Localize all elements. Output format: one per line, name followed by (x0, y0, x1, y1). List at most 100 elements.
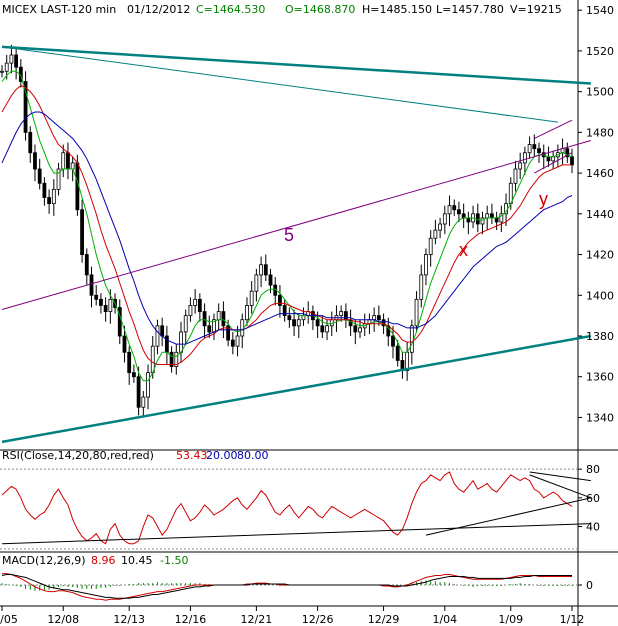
candle-body (9, 54, 14, 64)
price-tick-label: 1460 (586, 167, 614, 180)
trendline-flag-top (534, 119, 573, 139)
wave-5-label: 5 (284, 225, 294, 245)
candle-body (56, 168, 61, 190)
candle-body (183, 315, 188, 333)
date-tick-label: 12/13 (113, 613, 145, 626)
macd-panel (1, 573, 573, 601)
candle-body (263, 264, 268, 276)
candle-body (202, 311, 207, 327)
candle-body (447, 205, 452, 215)
candle-body (4, 62, 9, 72)
candle-body (66, 152, 70, 170)
rsi-trendline-rsi-falling-top (529, 471, 591, 482)
candle-body (278, 294, 282, 306)
candle-body (565, 148, 570, 158)
candle-body (296, 319, 301, 327)
candle-body (84, 254, 89, 276)
candle-body (197, 298, 202, 312)
candle-body (339, 311, 344, 317)
candle-body (315, 319, 320, 327)
candle-body (108, 298, 113, 312)
candle-body (42, 182, 47, 198)
candle-body (61, 152, 66, 170)
trendline-resistance (1, 45, 591, 85)
date-tick-label: 12/21 (241, 613, 273, 626)
candle-body (127, 351, 132, 374)
price-candles (0, 44, 574, 418)
rsi-trendline-rsi-rising (425, 497, 591, 536)
candle-body (546, 156, 551, 162)
candle-body (122, 335, 127, 353)
trendlines (1, 45, 592, 444)
symbol-label: MICEX LAST-120 min (2, 3, 116, 16)
candle-body (70, 162, 75, 170)
candle-body (522, 152, 527, 164)
candle-body (499, 213, 504, 223)
candle-body (442, 213, 447, 225)
candle-body (51, 188, 56, 205)
candle-body (179, 331, 183, 353)
candle-body (33, 152, 37, 170)
candle-body (325, 325, 329, 333)
candle-body (14, 54, 19, 68)
candle-body (329, 319, 334, 327)
rsi-tick-label: 80 (586, 463, 600, 476)
candle-body (287, 315, 292, 321)
trendline-flag-bottom (534, 152, 573, 174)
candle-body (141, 396, 146, 408)
candle-body (527, 144, 532, 154)
candle-body (424, 254, 428, 276)
rsi-upper-label: 80.00 (237, 449, 269, 462)
date-tick-label: 12/05 (0, 613, 18, 626)
candle-body (259, 264, 263, 276)
macd-hist-label: -1.50 (160, 554, 188, 567)
candle-body (353, 325, 358, 333)
candle-body (268, 274, 273, 286)
price-tick-label: 1400 (586, 289, 614, 302)
candle-body (452, 205, 457, 211)
candle-body (174, 351, 179, 367)
candle-body (395, 345, 400, 361)
candle-body (80, 209, 84, 255)
trendline-wedge-upper (1, 140, 591, 311)
candle-body (292, 319, 296, 327)
candle-body (164, 335, 169, 353)
high-label: H=1485.150 (362, 3, 432, 16)
candle-body (47, 197, 52, 205)
candle-body (230, 339, 235, 347)
rsi-trendline-rsi-wedge (529, 474, 592, 499)
candle-body (466, 217, 471, 223)
candle-body (358, 327, 362, 333)
candle-body (169, 351, 174, 367)
candle-body (221, 311, 226, 327)
date-tick-label: 12/08 (47, 613, 79, 626)
ma-slow-line (1, 111, 573, 345)
rsi-line (1, 471, 573, 545)
wave-x-label: x (459, 240, 468, 260)
candle-body (146, 372, 150, 398)
ma-mid-line (1, 84, 572, 365)
trendline-support (1, 334, 592, 444)
candle-body (494, 217, 499, 223)
macd-value-label: 8.96 (91, 554, 116, 567)
candle-body (249, 290, 254, 306)
candle-body (485, 213, 490, 219)
candle-body (409, 325, 414, 353)
candle-body (532, 144, 537, 150)
candle-body (551, 156, 556, 162)
candle-body (282, 305, 287, 317)
date-tick-label: 12/26 (302, 613, 334, 626)
date-tick-label: 1/04 (432, 613, 457, 626)
candle-body (103, 305, 108, 312)
candle-body (37, 168, 42, 184)
rsi-name-label: RSI(Close,14,20,80,red,red) (2, 449, 154, 462)
candle-body (419, 274, 424, 300)
low-label: L=1457.780 (436, 3, 504, 16)
candle-body (433, 229, 438, 239)
candle-body (414, 298, 419, 327)
date-tick-label: 12/29 (368, 613, 400, 626)
candle-body (570, 156, 574, 166)
rsi-tick-label: 40 (586, 521, 600, 534)
